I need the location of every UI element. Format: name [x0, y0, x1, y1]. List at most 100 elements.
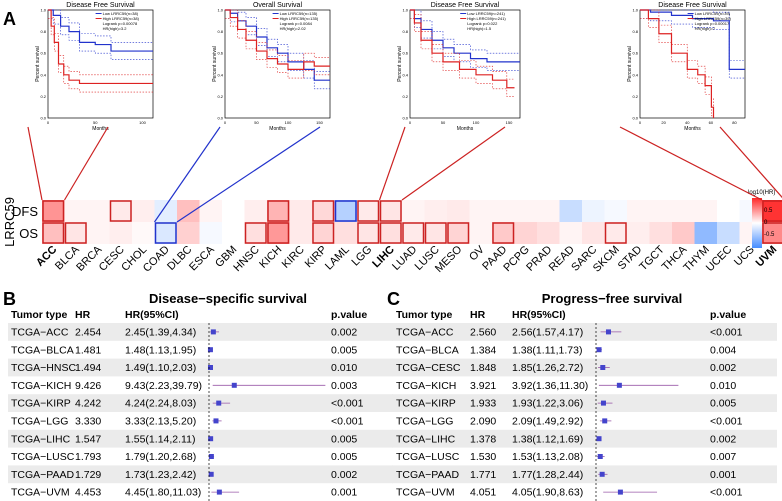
km-curve-low	[48, 9, 153, 52]
heat-cell-DFS-KIRP	[312, 200, 335, 222]
forest-cell-p: 0.007	[710, 451, 736, 463]
km-frame	[47, 9, 154, 119]
heat-cell-DFS-GBM	[222, 200, 245, 222]
forest-cell-tumor: TCGA−LGG	[11, 416, 68, 428]
forest-row-band	[392, 465, 777, 484]
forest-header: p.value	[710, 309, 746, 321]
km-xtick: 0	[224, 120, 227, 125]
km-ci-upper-low	[410, 9, 520, 54]
km-title: Disease Free Survival	[658, 2, 727, 9]
km-legend-entry: Low LRRC59(n=39)	[695, 11, 731, 16]
forest-cell-tumor: TCGA−UVM	[396, 487, 455, 499]
forest-cell-p: 0.005	[331, 344, 357, 356]
heat-cell-OS-KIRP	[312, 222, 335, 244]
forest-cell-hr: 4.242	[75, 398, 101, 410]
km-ytick: 0.6	[217, 51, 223, 56]
heat-cell-DFS-KIRC	[289, 200, 312, 222]
km-xtick: 0	[47, 120, 50, 125]
km-legend-entry: Logrank p=0.022	[467, 21, 498, 26]
heat-outline-OS-KIRP	[312, 222, 335, 244]
heat-outline-OS-HNSC	[244, 222, 267, 244]
km-xlabel: Months	[684, 126, 701, 132]
heat-cell-OS-SARC	[582, 222, 605, 244]
km-curve-low	[410, 9, 520, 63]
km-legend-entry: HR(high)=2.02	[280, 26, 307, 31]
km-ytick: 0.0	[40, 116, 46, 121]
km-xlabel: Months	[457, 126, 474, 132]
forest-cell-tumor: TCGA−ACC	[396, 327, 454, 339]
heat-cell-DFS-LGG	[357, 200, 380, 222]
forest-cell-ci: 4.05(1.90,8.63)	[512, 487, 583, 499]
forest-point	[207, 365, 213, 370]
heat-cell-OS-HNSC	[244, 222, 267, 244]
forest-row-band	[392, 323, 777, 341]
forest-cell-ci: 1.85(1.26,2.72)	[512, 362, 583, 374]
heat-cell-OS-LAML	[334, 222, 357, 244]
panel-label-b: B	[3, 289, 16, 309]
heat-cell-DFS-SARC	[582, 200, 605, 222]
forest-cell-tumor: TCGA−LIHC	[11, 433, 71, 445]
heat-cell-DFS-THCA	[672, 200, 695, 222]
km-ytick: 0.8	[217, 29, 223, 34]
forest-header: HR(95%CI)	[512, 309, 566, 321]
heat-outline-OS-LIHC	[379, 222, 402, 244]
km-ytick: 0.4	[632, 72, 638, 77]
km-ytick: 0.8	[40, 29, 46, 34]
forest-cell-p: 0.010	[710, 380, 736, 392]
forest-point	[216, 400, 222, 406]
heat-cell-DFS-LUAD	[402, 200, 425, 222]
forest-cell-hr: 1.378	[470, 433, 496, 445]
km-ytick: 0.0	[217, 116, 223, 121]
heat-cell-OS-COAD	[154, 222, 177, 244]
heat-cell-OS-PRAD	[537, 222, 560, 244]
heat-cell-DFS-OV	[469, 200, 492, 222]
heat-cell-OS-PAAD	[492, 222, 515, 244]
km-xtick: 50	[93, 120, 98, 125]
km-xtick: 0	[409, 120, 412, 125]
forest-cell-tumor: TCGA−LIHC	[396, 433, 456, 445]
km-legend-entry: Low LRRC59(n=135)	[280, 11, 318, 16]
heat-cell-OS-LUAD	[402, 222, 425, 244]
km-ytick: 1.0	[40, 8, 46, 13]
km-ci-upper-high	[410, 9, 515, 80]
forest-cell-hr: 2.560	[470, 327, 496, 339]
heat-ylabel: LRRC59	[2, 197, 17, 247]
km-curve-low	[640, 9, 745, 70]
forest-cell-hr: 1.494	[75, 362, 101, 374]
forest-point	[597, 454, 603, 459]
forest-cell-hr: 1.481	[75, 344, 101, 356]
heat-outline-OS-KICH	[267, 222, 290, 244]
forest-cell-hr: 1.771	[470, 469, 496, 481]
forest-cell-ci: 4.45(1.80,11.03)	[125, 487, 201, 499]
forest-cell-ci: 4.24(2.24,8.03)	[125, 398, 196, 410]
km-curve-high	[640, 9, 715, 118]
heat-outline-OS-MESO	[447, 222, 470, 244]
heat-outline-DFS-CESC	[109, 200, 132, 222]
heat-cell-DFS-SKCM	[604, 200, 627, 222]
heat-outline-DFS-UVM	[762, 200, 782, 222]
heat-outline-OS-COAD	[154, 222, 177, 244]
forest-cell-ci: 3.33(2.13,5.20)	[125, 416, 196, 428]
heat-cell-DFS-ACC	[42, 200, 65, 222]
heat-outline-DFS-KICH	[267, 200, 290, 222]
km-ylabel: Percent survival	[397, 46, 403, 82]
forest-cell-ci: 1.48(1.13,1.95)	[125, 344, 196, 356]
km-xtick: 100	[139, 120, 146, 125]
km-legend-entry: High LRRC59(n=241)	[467, 16, 506, 21]
heat-outline-OS-BLCA	[64, 222, 87, 244]
colorbar-tick: 0.5	[764, 208, 773, 214]
km-ytick: 0.0	[632, 116, 638, 121]
forest-cell-hr: 1.729	[75, 469, 101, 481]
heat-cell-OS-PCPG	[514, 222, 537, 244]
km-ylabel: Percent survival	[35, 46, 41, 82]
forest-point	[616, 382, 622, 388]
heat-col-label: KICH	[257, 244, 284, 271]
heat-col-label: UCEC	[704, 244, 735, 275]
forest-cell-p: 0.010	[331, 362, 357, 374]
heat-cell-OS-LIHC	[379, 222, 402, 244]
forest-cell-p: 0.002	[710, 362, 736, 374]
forest-cell-p: <0.001	[710, 487, 743, 499]
heat-cell-DFS-TGCT	[649, 200, 672, 222]
forest-point	[617, 489, 623, 495]
heat-cell-DFS-BLCA	[64, 200, 87, 222]
